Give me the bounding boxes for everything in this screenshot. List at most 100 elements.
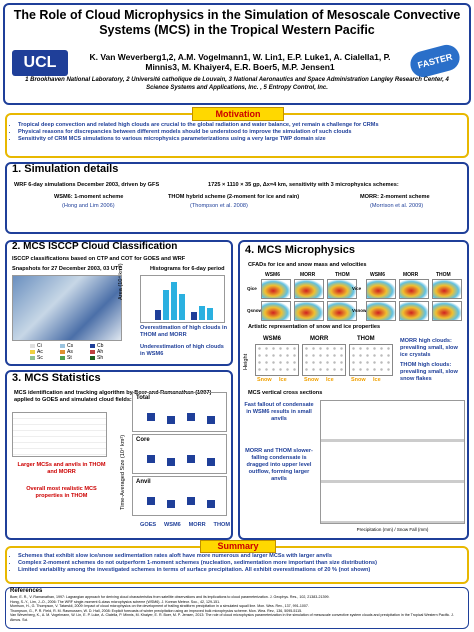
x-label: THOM <box>213 522 230 528</box>
legend-label: Sh <box>97 355 104 361</box>
hist-ylabel: Area (10⁴ km²) <box>118 263 124 300</box>
art-label: Snow <box>257 377 272 383</box>
cfad-panel <box>366 301 396 321</box>
cfad-title: WSM6 <box>265 272 280 278</box>
art-note: MORR high clouds: prevailing small, slow… <box>400 338 458 358</box>
legend-label: Ac <box>37 349 43 355</box>
section2-bullet: ISCCP classifications based on CTP and C… <box>12 256 186 262</box>
legend-swatch <box>60 356 65 360</box>
box-shape <box>207 416 215 424</box>
legend-swatch <box>90 356 95 360</box>
scheme-name: MORR: 2-moment scheme <box>360 194 430 200</box>
section1-bullet: WRF 6-day simulations December 2003, dri… <box>14 182 160 188</box>
xs-note: Fast fallout of condensate in WSM6 resul… <box>244 402 314 422</box>
cfad-title: WSM6 <box>370 272 385 278</box>
reference: Boer, E. R., V. Ramanathan, 1997: Lagran… <box>10 595 330 599</box>
xs-axis: Precipitation (mm) / Snow Fall (mm) <box>356 527 429 532</box>
cfad-panel <box>327 301 357 321</box>
bullet: Complex 2-moment schemes do not outperfo… <box>18 560 473 567</box>
art-panel <box>255 344 299 376</box>
art-area: WSM6 Snow Ice MORR Snow Ice THOM Snow Ice <box>255 336 395 386</box>
summary-list: Schemes that exhibit slow ice/snow sedim… <box>10 553 473 574</box>
section4-bullet: MCS vertical cross sections <box>248 390 323 396</box>
art-title: THOM <box>357 336 375 342</box>
box-shape <box>167 416 175 424</box>
box-ylabel: Time-Averaged Size (10⁴ km²) <box>120 434 126 510</box>
boxplot-panel: Core <box>132 434 227 474</box>
cfad-panel <box>327 279 357 299</box>
bullet: Schemes that exhibit slow ice/snow sedim… <box>18 553 473 560</box>
isccp-legend: Ci Cs Cb Ac As Ah Sc St Sh <box>30 343 120 361</box>
x-label: GOES <box>140 522 157 528</box>
legend-label: Sc <box>37 355 43 361</box>
legend-label: St <box>67 355 72 361</box>
legend-label: Cs <box>67 343 74 349</box>
legend-item: Cs <box>60 343 90 349</box>
boxplot-area: Total Core Anvil <box>132 392 227 520</box>
art-axis: Height <box>243 353 249 370</box>
box-shape <box>147 413 155 421</box>
cfad-panel <box>294 279 324 299</box>
boxplot-xlabels: GOES WSM6 MORR THOM <box>140 522 230 529</box>
summary-heading: Summary <box>200 540 276 553</box>
bullet: Sensitivity of CRM MCS simulations to va… <box>18 136 473 143</box>
references-list: Boer, E. R., V. Ramanathan, 1997: Lagran… <box>10 595 465 623</box>
section1-heading: 1. Simulation details <box>12 163 119 175</box>
references-heading: References <box>10 588 43 594</box>
snap-caption: Snapshots for 27 December 2003, 03 UTC <box>12 266 123 272</box>
cfad-title: THOM <box>436 272 451 278</box>
cfad-panel <box>432 279 462 299</box>
legend-item: Ah <box>90 349 120 355</box>
section3-bullet: MCS identification and tracking algorith… <box>14 390 212 403</box>
section4-bullet: Artistic representation of snow and ice … <box>248 324 381 330</box>
boxplot-panel: Total <box>132 392 227 432</box>
motivation-heading: Motivation <box>192 107 284 121</box>
decoration <box>199 306 205 320</box>
legend-label: Ci <box>37 343 42 349</box>
legend-swatch <box>30 350 35 354</box>
art-label: Ice <box>279 377 287 383</box>
box-shape <box>207 458 215 466</box>
cross-section-image <box>320 400 465 524</box>
cfad-panel <box>399 279 429 299</box>
legend-item: Sc <box>30 355 60 361</box>
logo-ucl: UCL <box>12 50 68 76</box>
section1-box <box>5 162 469 234</box>
scheme-ref: (Hong and Lim 2006) <box>62 203 115 209</box>
cfad-area: WSM6 WSM6 MORR MORR THOM THOM Qice Qsnow Vice Vsn… <box>247 272 465 330</box>
section3-heading: 3. MCS Statistics <box>12 372 101 384</box>
boxplot-panel: Anvil <box>132 476 227 516</box>
legend-item: Ci <box>30 343 60 349</box>
section4-bullet: CFADs for ice and snow mass and velociti… <box>248 262 367 268</box>
legend-item: Cb <box>90 343 120 349</box>
legend-label: Ah <box>97 349 104 355</box>
section3-note: Overall most realistic MCS properties in… <box>26 486 97 499</box>
legend-item: Sh <box>90 355 120 361</box>
art-label: Ice <box>326 377 334 383</box>
stats-table <box>12 412 107 457</box>
snapshot-image <box>12 275 122 341</box>
hist-caption: Histograms for 6-day period <box>150 266 225 272</box>
bullet: Physical reasons for discrepancies betwe… <box>18 129 473 136</box>
cfad-row-label: Vice <box>352 286 362 291</box>
decoration <box>163 290 169 320</box>
cfad-panel <box>261 279 291 299</box>
reference: Thompson, G., P. R. Field, R. M. Rasmuss… <box>10 608 303 613</box>
box-shape <box>207 500 215 508</box>
art-note: THOM high clouds: prevailing small, slow… <box>400 362 458 382</box>
cfad-panel <box>399 301 429 321</box>
art-title: WSM6 <box>263 336 281 342</box>
scheme-ref: (Morrison et al. 2009) <box>370 203 424 209</box>
cfad-title: THOM <box>335 272 350 278</box>
cfad-row-label: Vsnow <box>352 308 367 313</box>
section2-heading: 2. MCS ISCCP Cloud Classification <box>12 241 178 252</box>
cfad-row-label: Qsnow <box>247 308 263 313</box>
art-title: MORR <box>310 336 329 342</box>
box-shape <box>167 458 175 466</box>
decoration <box>207 308 213 320</box>
decoration <box>155 310 161 320</box>
panel-label: Total <box>136 395 150 401</box>
bullet: Tropical deep convection and related hig… <box>18 122 473 129</box>
box-shape <box>187 413 195 421</box>
legend-label: As <box>67 349 73 355</box>
